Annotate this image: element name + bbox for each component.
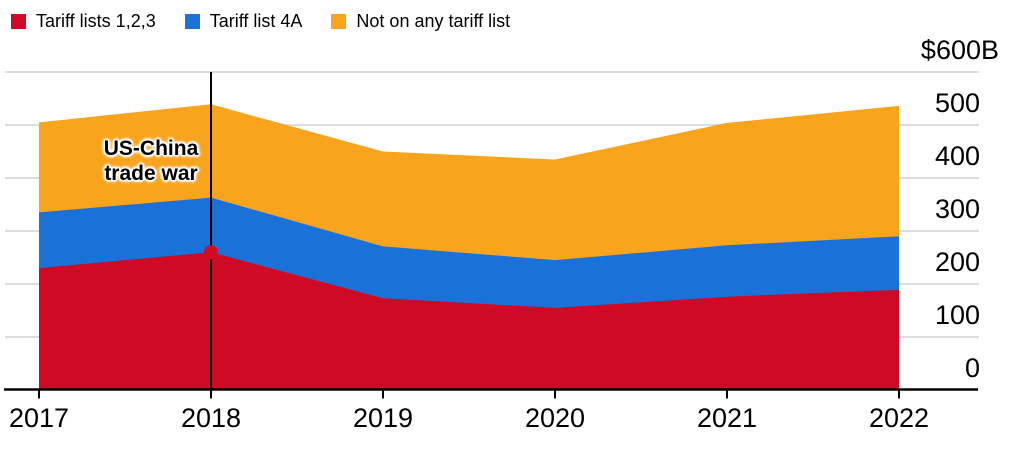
legend: Tariff lists 1,2,3 Tariff list 4A Not on… [11, 11, 510, 31]
legend-label: Tariff lists 1,2,3 [36, 11, 156, 31]
y-tick-label-600: $600B [921, 35, 999, 65]
legend-label: Tariff list 4A [209, 11, 303, 31]
x-tick-label-2020: 2020 [525, 403, 585, 433]
legend-swatch-red-icon [11, 13, 26, 29]
x-tick-label-2018: 2018 [181, 403, 241, 433]
legend-item-tariff-lists-123: Tariff lists 1,2,3 [11, 11, 156, 31]
annotation-marker-dot [204, 245, 218, 260]
y-tick-label-300: 300 [935, 194, 980, 224]
y-tick-label-500: 500 [935, 88, 980, 118]
x-tick-label-2017: 2017 [9, 403, 69, 433]
area-series-0 [39, 252, 899, 390]
x-tick-label-2019: 2019 [353, 403, 413, 433]
y-tick-label-100: 100 [935, 300, 980, 330]
legend-swatch-blue-icon [184, 13, 200, 29]
y-tick-label-200: 200 [935, 247, 980, 277]
legend-swatch-yellow-icon [331, 13, 347, 29]
x-tick-label-2022: 2022 [869, 403, 929, 433]
annotation-us-china-trade-war: US-China trade war [103, 137, 199, 185]
y-tick-label-400: 400 [935, 141, 980, 171]
legend-item-not-on-any-tariff-list: Not on any tariff list [331, 11, 510, 31]
x-tick-label-2021: 2021 [697, 403, 757, 433]
y-tick-label-0: 0 [965, 353, 980, 383]
legend-item-tariff-list-4a: Tariff list 4A [184, 11, 303, 31]
legend-label: Not on any tariff list [356, 11, 511, 31]
